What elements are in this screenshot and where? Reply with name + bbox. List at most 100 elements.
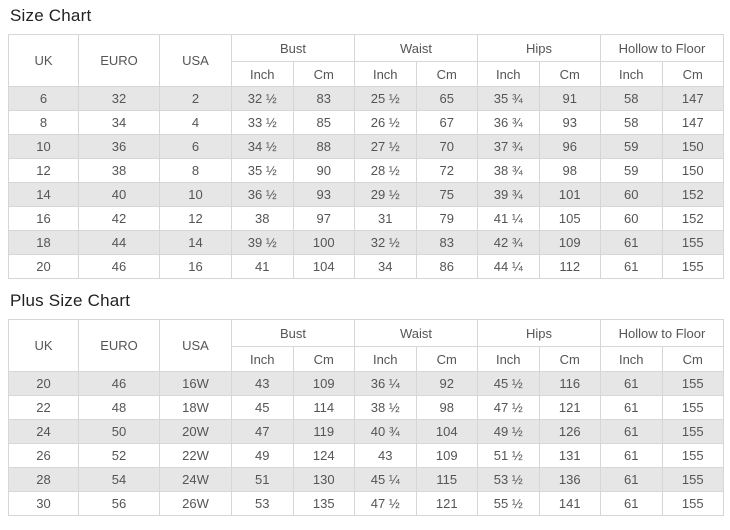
- table-cell: 112: [538, 254, 601, 279]
- table-cell: 54: [78, 467, 160, 492]
- table-cell: 48: [78, 395, 160, 420]
- table-cell: 61: [600, 443, 663, 468]
- table-cell: 155: [661, 467, 724, 492]
- table-cell: 155: [661, 443, 724, 468]
- column-group-header: Hollow to Floor: [600, 319, 724, 347]
- table-cell: 49: [231, 443, 294, 468]
- table-cell: 126: [538, 419, 601, 444]
- table-cell: 42 ¾: [477, 230, 540, 255]
- table-cell: 18W: [159, 395, 232, 420]
- column-group-header: Hips: [477, 319, 601, 347]
- table-cell: 61: [600, 467, 663, 492]
- column-group-header: Hips: [477, 34, 601, 62]
- table-row: 8 34 4 33 ½ 85 26 ½ 67 36 ¾ 93 58 147: [8, 110, 724, 135]
- table-cell: 92: [415, 371, 478, 396]
- table-cell: 79: [415, 206, 478, 231]
- table-cell: 51: [231, 467, 294, 492]
- unit-header: Inch: [354, 346, 417, 372]
- table-cell: 121: [538, 395, 601, 420]
- table-cell: 34 ½: [231, 134, 294, 159]
- table-row: 30 56 26W 53 135 47 ½ 121 55 ½ 141 61 155: [8, 491, 724, 516]
- table-cell: 115: [415, 467, 478, 492]
- table-cell: 29 ½: [354, 182, 417, 207]
- table-cell: 152: [661, 206, 724, 231]
- table-cell: 50: [78, 419, 160, 444]
- table-cell: 61: [600, 254, 663, 279]
- table-cell: 51 ½: [477, 443, 540, 468]
- table-cell: 39 ¾: [477, 182, 540, 207]
- table-cell: 90: [292, 158, 355, 183]
- table-cell: 61: [600, 395, 663, 420]
- unit-header: Inch: [600, 61, 663, 87]
- table-cell: 86: [415, 254, 478, 279]
- column-header: USA: [159, 34, 232, 87]
- unit-header: Inch: [354, 61, 417, 87]
- table-cell: 93: [292, 182, 355, 207]
- table-cell: 155: [661, 230, 724, 255]
- table-cell: 141: [538, 491, 601, 516]
- table-cell: 26 ½: [354, 110, 417, 135]
- table-cell: 20: [8, 254, 79, 279]
- table-cell: 32 ½: [231, 86, 294, 111]
- table-cell: 109: [538, 230, 601, 255]
- unit-header: Cm: [415, 61, 478, 87]
- unit-header: Cm: [415, 346, 478, 372]
- table-cell: 155: [661, 419, 724, 444]
- table-cell: 36 ½: [231, 182, 294, 207]
- table-cell: 98: [538, 158, 601, 183]
- table-cell: 8: [8, 110, 79, 135]
- table-cell: 150: [661, 134, 724, 159]
- column-group-header: Hollow to Floor: [600, 34, 724, 62]
- table-cell: 59: [600, 134, 663, 159]
- table-cell: 44 ¼: [477, 254, 540, 279]
- table-cell: 38: [231, 206, 294, 231]
- table-cell: 8: [159, 158, 232, 183]
- table-cell: 16W: [159, 371, 232, 396]
- table-cell: 6: [8, 86, 79, 111]
- table-cell: 22W: [159, 443, 232, 468]
- table-cell: 47 ½: [354, 491, 417, 516]
- table-cell: 20W: [159, 419, 232, 444]
- table-cell: 59: [600, 158, 663, 183]
- table-cell: 53 ½: [477, 467, 540, 492]
- table-cell: 35 ¾: [477, 86, 540, 111]
- unit-header: Inch: [477, 61, 540, 87]
- table-cell: 47: [231, 419, 294, 444]
- table-cell: 12: [159, 206, 232, 231]
- table-cell: 70: [415, 134, 478, 159]
- table-cell: 85: [292, 110, 355, 135]
- table-cell: 45 ½: [477, 371, 540, 396]
- unit-header: Cm: [661, 61, 724, 87]
- plus-size-chart-title: Plus Size Chart: [10, 291, 131, 310]
- table-row: 28 54 24W 51 130 45 ¼ 115 53 ½ 136 61 155: [8, 467, 724, 492]
- table-cell: 124: [292, 443, 355, 468]
- table-cell: 25 ½: [354, 86, 417, 111]
- table-cell: 30: [8, 491, 79, 516]
- size-chart-section: Size Chart UK EURO USA Bust Waist Hips Hollow …: [8, 6, 730, 279]
- table-cell: 104: [415, 419, 478, 444]
- table-cell: 114: [292, 395, 355, 420]
- column-header: EURO: [78, 34, 160, 87]
- table-cell: 58: [600, 110, 663, 135]
- table-cell: 155: [661, 371, 724, 396]
- table-cell: 14: [159, 230, 232, 255]
- column-group-header: Waist: [354, 319, 478, 347]
- table-cell: 100: [292, 230, 355, 255]
- table-cell: 10: [159, 182, 232, 207]
- table-cell: 88: [292, 134, 355, 159]
- table-cell: 136: [538, 467, 601, 492]
- table-cell: 32: [78, 86, 160, 111]
- table-cell: 24: [8, 419, 79, 444]
- table-cell: 42: [78, 206, 160, 231]
- column-header: EURO: [78, 319, 160, 372]
- table-cell: 61: [600, 419, 663, 444]
- table-cell: 155: [661, 254, 724, 279]
- table-cell: 10: [8, 134, 79, 159]
- table-cell: 155: [661, 491, 724, 516]
- table-cell: 155: [661, 395, 724, 420]
- table-cell: 53: [231, 491, 294, 516]
- column-group-header: Bust: [231, 319, 355, 347]
- table-cell: 116: [538, 371, 601, 396]
- table-cell: 58: [600, 86, 663, 111]
- table-row: 18 44 14 39 ½ 100 32 ½ 83 42 ¾ 109 61 155: [8, 230, 724, 255]
